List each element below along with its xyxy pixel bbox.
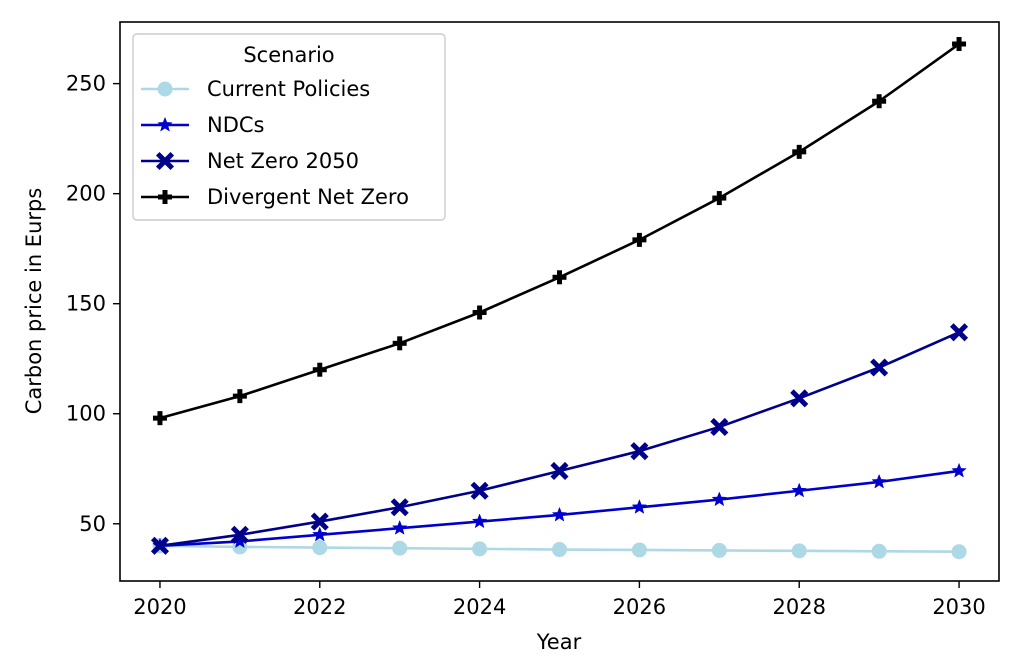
data-point <box>550 461 569 480</box>
data-point <box>552 270 567 285</box>
legend-box <box>132 33 446 221</box>
data-point <box>871 473 887 489</box>
data-point <box>390 498 409 517</box>
data-point <box>631 542 647 558</box>
data-point <box>150 536 169 555</box>
data-point <box>471 513 488 529</box>
series-net-zero-2050 <box>150 323 969 555</box>
legend-label: Current Policies <box>207 77 370 101</box>
legend: Scenario Current Policies NDCs Net Zero 20… <box>132 33 446 221</box>
data-point <box>950 323 969 342</box>
data-point <box>790 389 809 408</box>
data-point <box>472 305 487 320</box>
data-point <box>312 362 327 377</box>
x-tick-label: 2026 <box>613 595 666 619</box>
data-point <box>152 411 167 426</box>
data-point <box>791 543 807 559</box>
y-tick-label: 250 <box>66 72 106 96</box>
data-point <box>472 541 488 557</box>
plot-frame <box>119 21 1000 582</box>
legend-label: NDCs <box>207 113 264 137</box>
legend-title: Scenario <box>243 43 334 67</box>
data-point <box>711 542 727 558</box>
data-point <box>952 37 967 52</box>
data-point <box>870 358 889 377</box>
data-point <box>711 491 728 507</box>
legend-entry-ndcs: NDCs <box>141 113 264 137</box>
legend-label: Divergent Net Zero <box>207 185 409 209</box>
data-point <box>872 94 887 109</box>
x-tick-label: 2028 <box>773 595 826 619</box>
data-point <box>951 544 967 560</box>
legend-entry-divergent-net-zero: Divergent Net Zero <box>141 185 409 209</box>
x-axis-title: Year <box>536 630 582 654</box>
y-axis-title: Carbon price in Eurps <box>22 188 46 415</box>
data-point <box>552 542 567 558</box>
legend-entry-current-policies: Current Policies <box>141 77 370 101</box>
data-point <box>871 543 887 559</box>
y-tick-label: 150 <box>66 292 106 316</box>
x-tick-label: 2020 <box>133 595 186 619</box>
data-point <box>311 526 328 542</box>
x-tick-label: 2022 <box>293 595 346 619</box>
data-point <box>551 506 568 522</box>
x-tick-label: 2030 <box>932 595 985 619</box>
data-point <box>391 519 408 535</box>
data-point <box>230 525 249 544</box>
y-tick-label: 50 <box>79 512 106 536</box>
data-point <box>632 232 647 247</box>
data-point <box>232 389 247 404</box>
data-point <box>392 540 408 556</box>
legend-entry-net-zero-2050: Net Zero 2050 <box>141 149 359 173</box>
data-point <box>470 481 489 500</box>
data-point <box>631 499 648 514</box>
series-layer <box>150 37 969 560</box>
y-tick-label: 200 <box>66 182 106 206</box>
data-point <box>710 417 729 436</box>
legend-marker <box>157 81 173 97</box>
legend-label: Net Zero 2050 <box>207 149 359 173</box>
data-point <box>712 191 727 206</box>
data-point <box>312 540 328 556</box>
y-tick-label: 100 <box>66 402 106 426</box>
data-point <box>310 512 329 531</box>
series-divergent-net-zero <box>152 37 967 426</box>
data-point <box>951 462 967 478</box>
data-point <box>630 442 649 461</box>
data-point <box>792 144 807 159</box>
legend-marker <box>157 116 173 132</box>
legend-marker <box>155 151 175 171</box>
data-point <box>392 336 407 351</box>
legend-marker <box>158 190 172 204</box>
x-axis: 2020 2022 2024 2026 2028 2030 <box>133 581 986 619</box>
x-tick-label: 2024 <box>453 595 506 619</box>
y-axis: 50 100 150 200 250 <box>66 72 120 536</box>
data-point <box>791 482 808 498</box>
